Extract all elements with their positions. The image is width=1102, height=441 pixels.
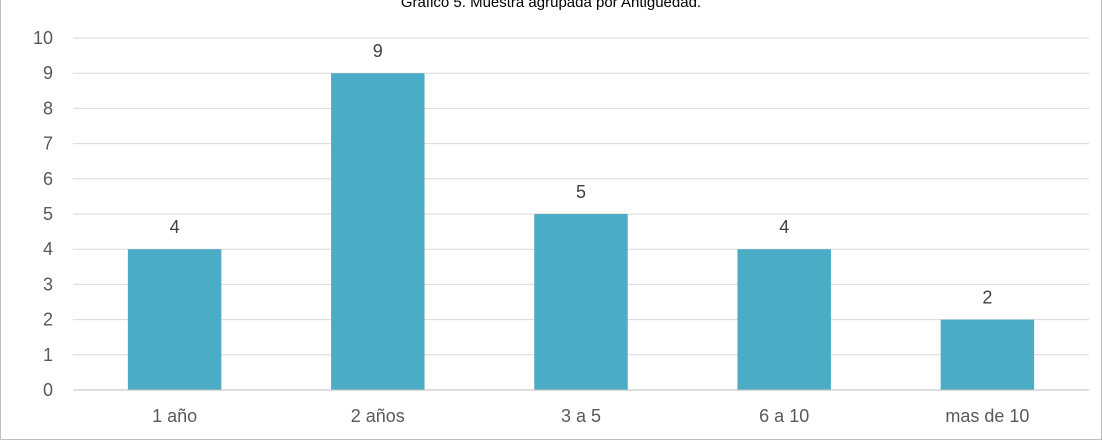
bar [127, 249, 222, 390]
y-tick-label: 3 [43, 274, 53, 294]
y-tick-label: 0 [43, 380, 53, 400]
y-tick-label: 10 [33, 28, 53, 48]
y-tick-label: 8 [43, 98, 53, 118]
data-label: 5 [576, 182, 586, 202]
data-label: 4 [779, 217, 789, 237]
y-tick-label: 6 [43, 169, 53, 189]
bar [940, 319, 1035, 390]
y-tick-label: 7 [43, 134, 53, 154]
x-tick-label: mas de 10 [945, 406, 1029, 426]
y-tick-label: 2 [43, 310, 53, 330]
chart-title: Gráfico 5. Muestra agrupada por Antigüed… [400, 0, 702, 11]
bar [331, 73, 425, 390]
data-label: 9 [373, 41, 383, 61]
gridlines [73, 37, 1089, 356]
y-tick-label: 1 [43, 345, 53, 365]
y-tick-label: 9 [43, 63, 53, 83]
x-tick-label: 1 año [152, 406, 197, 426]
x-tick-label: 2 años [351, 406, 405, 426]
data-label: 2 [982, 288, 992, 308]
bar [534, 214, 628, 390]
y-tick-label: 5 [43, 204, 53, 224]
x-tick-label: 3 a 5 [561, 406, 601, 426]
data-label: 4 [170, 217, 180, 237]
x-tick-label: 6 a 10 [759, 406, 809, 426]
bar [737, 249, 831, 390]
y-tick-label: 4 [43, 239, 53, 259]
labels: 0 1 2 3 4 5 6 7 8 9 10 4 1 año 9 2 años 5 3 a 5 4 6 a 10 2 m… [33, 28, 1029, 426]
bars [127, 73, 1035, 390]
